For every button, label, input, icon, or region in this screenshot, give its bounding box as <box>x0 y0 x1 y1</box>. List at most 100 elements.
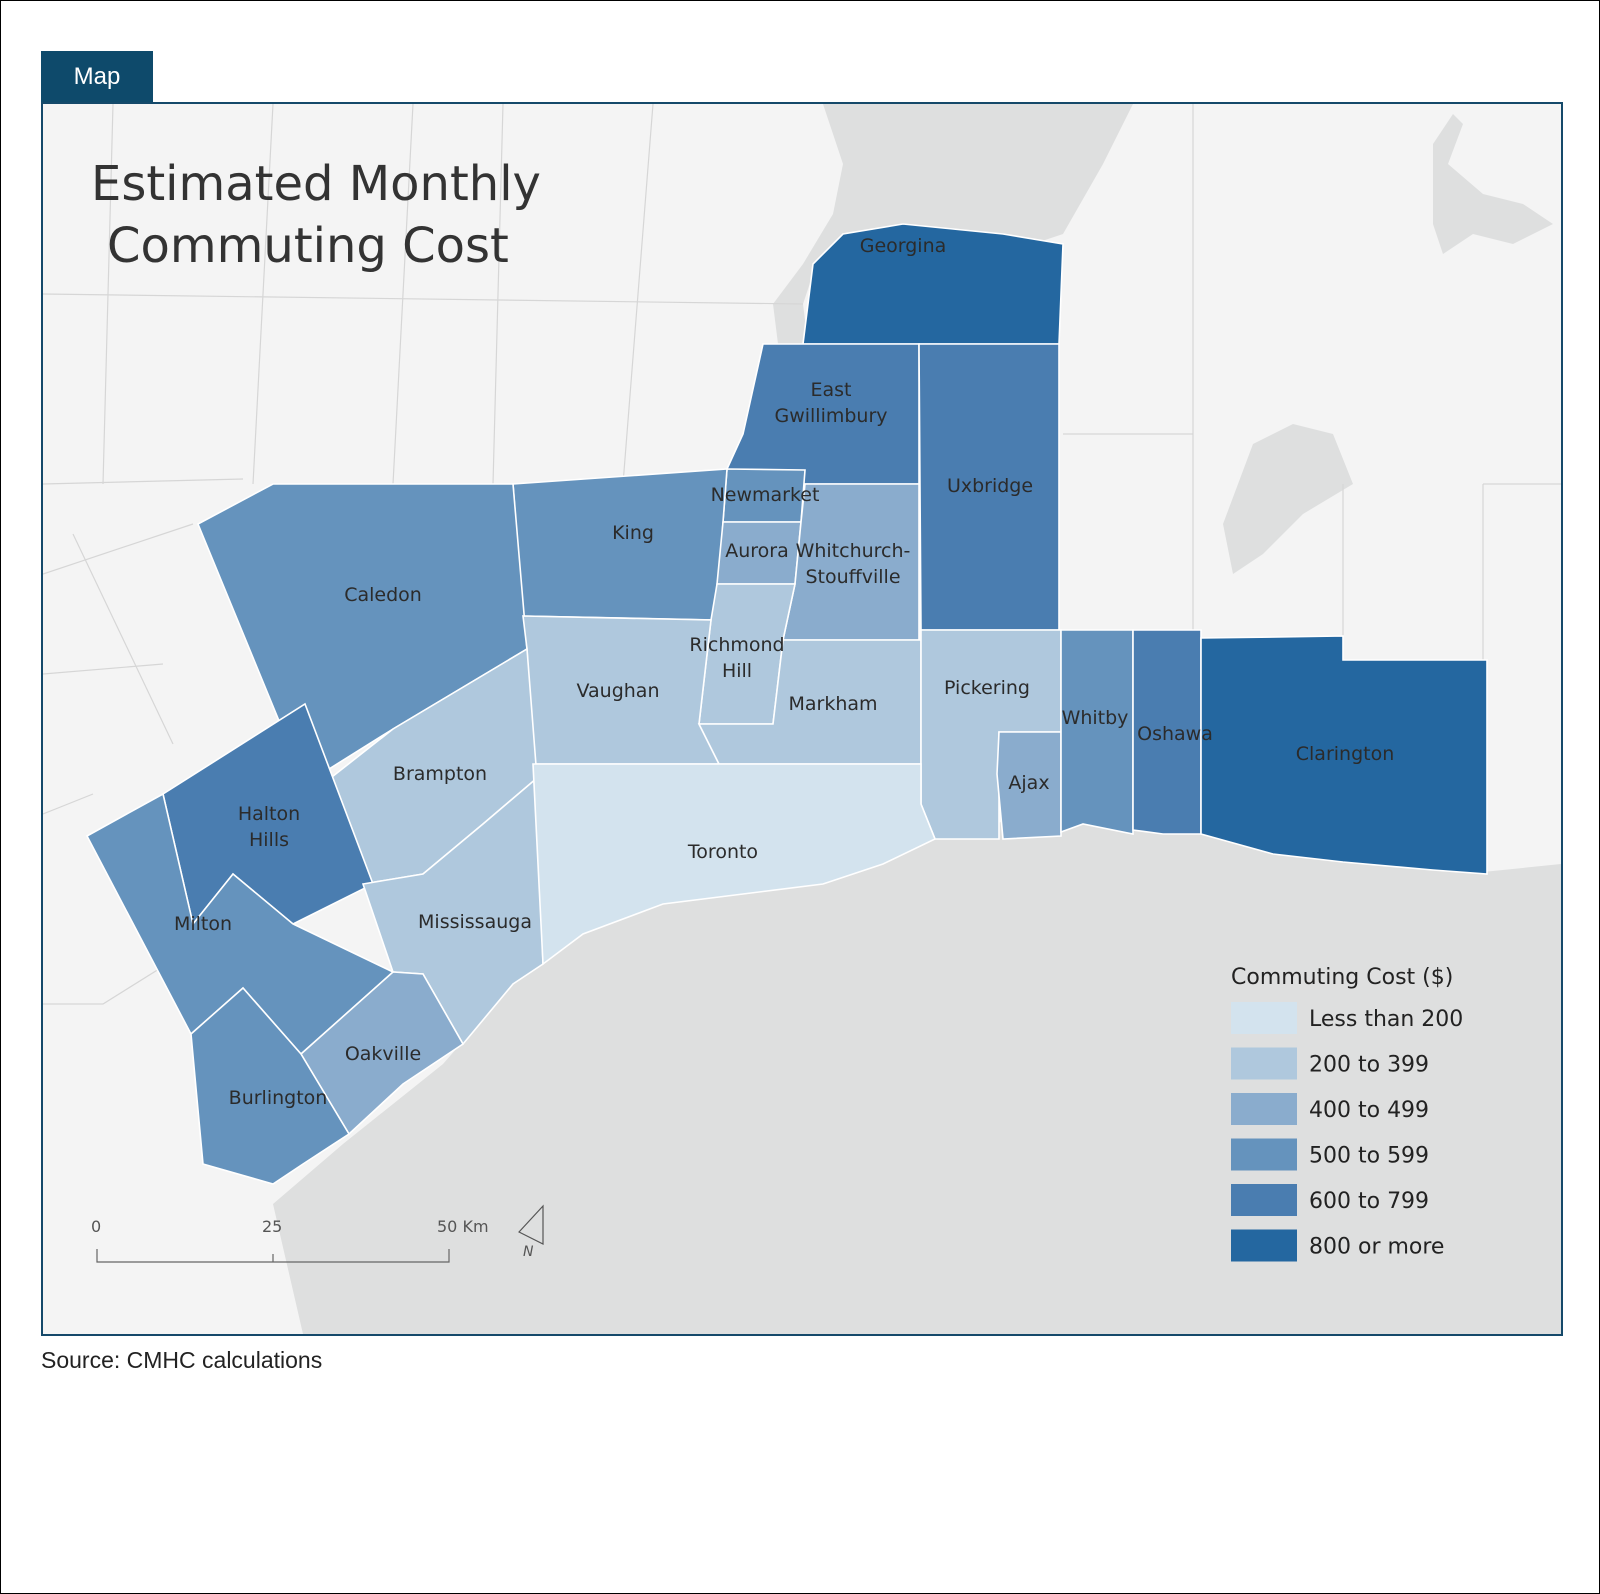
label-line: Ajax <box>1008 772 1049 794</box>
label-milton: Milton <box>174 913 232 935</box>
label-oakville: Oakville <box>345 1043 421 1065</box>
label-east-gwillimbury: East Gwillimbury <box>774 379 887 427</box>
label-line: Newmarket <box>711 484 820 506</box>
label-line: Mississauga <box>418 911 532 933</box>
label-line: Georgina <box>860 235 947 257</box>
scale-bar-line <box>96 1249 450 1263</box>
label-line: East <box>811 379 852 401</box>
region-clarington[interactable] <box>1200 635 1488 875</box>
lake-simcoe <box>773 104 1133 344</box>
legend-swatch <box>1231 1002 1297 1034</box>
legend-swatch <box>1231 1229 1297 1262</box>
map-tab[interactable]: Map <box>41 51 153 103</box>
boundary-line <box>43 793 94 815</box>
boundary-line <box>72 533 174 745</box>
municipality-labels: Georgina East Gwillimbury Uxbridge Newmar… <box>174 235 1394 1109</box>
label-vaughan: Vaughan <box>577 680 660 702</box>
label-line: Burlington <box>229 1087 328 1109</box>
municipalities <box>85 223 1488 1185</box>
legend-label: 600 to 799 <box>1309 1189 1429 1214</box>
label-line: Whitchurch- <box>796 540 911 562</box>
label-line: Uxbridge <box>947 475 1033 497</box>
label-richmond-hill: Richmond Hill <box>689 634 784 682</box>
boundary-line <box>252 104 274 485</box>
label-line: Hill <box>722 660 752 682</box>
label-halton-hills: Halton Hills <box>238 803 300 851</box>
label-line: Stouffville <box>805 566 900 588</box>
label-ajax: Ajax <box>1008 772 1049 794</box>
legend-label: 200 to 399 <box>1309 1053 1429 1078</box>
east-lake <box>1223 424 1353 574</box>
label-line: Richmond <box>689 634 784 656</box>
title-line-2: Commuting Cost <box>107 218 509 274</box>
legend-label: 500 to 599 <box>1309 1144 1429 1169</box>
label-line: Brampton <box>393 763 487 785</box>
boundary-line <box>43 523 194 575</box>
region-georgina[interactable] <box>802 223 1064 345</box>
label-newmarket: Newmarket <box>711 484 820 506</box>
legend-swatch <box>1231 1184 1297 1216</box>
label-line: Oshawa <box>1137 723 1213 745</box>
boundary-line <box>392 104 414 485</box>
legend-swatch <box>1231 1093 1297 1125</box>
label-line: Whitby <box>1062 707 1129 729</box>
label-line: Halton <box>238 803 300 825</box>
map-frame: Georgina East Gwillimbury Uxbridge Newmar… <box>41 102 1563 1336</box>
label-line: Caledon <box>344 584 422 606</box>
north-arrow-label: N <box>523 1244 534 1260</box>
title-line-1: Estimated Monthly <box>91 156 541 212</box>
label-line: Toronto <box>687 841 758 863</box>
legend-swatch <box>1231 1047 1297 1080</box>
boundary-line <box>43 953 184 1005</box>
map-title: Estimated Monthly Commuting Cost <box>91 156 541 274</box>
region-toronto[interactable] <box>532 763 937 966</box>
boundary-line <box>43 293 804 305</box>
label-line: Pickering <box>944 677 1030 699</box>
label-uxbridge: Uxbridge <box>947 475 1033 497</box>
legend-label: 400 to 499 <box>1309 1098 1429 1123</box>
label-line: Oakville <box>345 1043 421 1065</box>
label-oshawa: Oshawa <box>1137 723 1213 745</box>
label-line: Vaughan <box>577 680 660 702</box>
scale-tick-50: 50 Km <box>437 1217 489 1236</box>
legend-label: 800 or more <box>1309 1235 1444 1260</box>
legend: Commuting Cost ($) Less than 200 200 to 3… <box>1231 965 1463 1262</box>
label-whitchurch-stouffville: Whitchurch- Stouffville <box>796 540 911 588</box>
label-line: King <box>612 522 654 544</box>
region-oshawa[interactable] <box>1132 629 1202 835</box>
commuting-cost-map: Georgina East Gwillimbury Uxbridge Newmar… <box>43 104 1561 1334</box>
label-clarington: Clarington <box>1296 743 1395 765</box>
label-line: Hills <box>249 829 289 851</box>
label-king: King <box>612 522 654 544</box>
legend-title: Commuting Cost ($) <box>1231 965 1453 990</box>
source-note: Source: CMHC calculations <box>41 1347 323 1373</box>
region-ajax[interactable] <box>996 731 1062 840</box>
boundary-line <box>622 104 654 485</box>
north-arrow-icon <box>518 1204 544 1245</box>
label-mississauga: Mississauga <box>418 911 532 933</box>
label-pickering: Pickering <box>944 677 1030 699</box>
scale-tick-25: 25 <box>262 1217 282 1236</box>
label-aurora: Aurora <box>725 540 789 562</box>
region-king[interactable] <box>512 468 728 621</box>
label-burlington: Burlington <box>229 1087 328 1109</box>
legend-label: Less than 200 <box>1309 1007 1463 1032</box>
region-burlington[interactable] <box>190 986 351 1185</box>
label-markham: Markham <box>788 693 877 715</box>
region-whitchurch-stouffville[interactable] <box>782 483 920 641</box>
northeast-lake <box>1433 114 1553 254</box>
label-line: Clarington <box>1296 743 1395 765</box>
scale-tick-0: 0 <box>91 1217 101 1236</box>
region-whitby[interactable] <box>1060 629 1134 835</box>
boundary-line <box>492 104 504 485</box>
label-brampton: Brampton <box>393 763 487 785</box>
legend-swatch <box>1231 1138 1297 1171</box>
label-toronto: Toronto <box>687 841 758 863</box>
label-caledon: Caledon <box>344 584 422 606</box>
label-whitby: Whitby <box>1062 707 1129 729</box>
label-line: Gwillimbury <box>774 405 887 427</box>
scale-bar <box>96 1249 450 1263</box>
label-line: Aurora <box>725 540 789 562</box>
boundary-line <box>43 663 164 675</box>
